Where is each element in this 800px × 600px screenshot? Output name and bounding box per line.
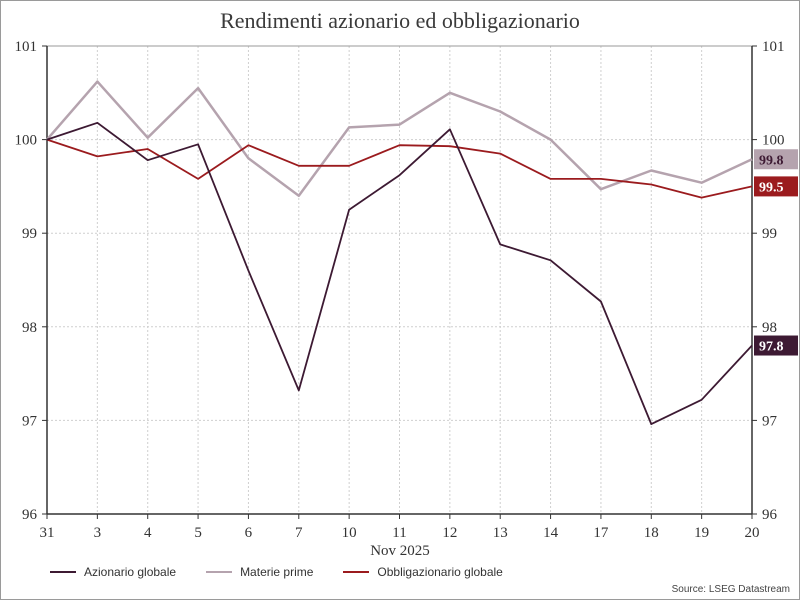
legend-label: Materie prime: [240, 565, 314, 579]
y-tick-label-right: 98: [762, 320, 777, 336]
x-tick-label: 11: [392, 525, 406, 541]
x-tick-label: 4: [144, 525, 152, 541]
x-tick-label: 31: [40, 525, 55, 541]
series-line-2: [46, 138, 753, 199]
x-tick-label: 7: [295, 525, 303, 541]
x-tick-label: 6: [245, 525, 253, 541]
x-tick-label: 12: [442, 525, 457, 541]
end-label-text: 99.5: [759, 180, 784, 195]
y-tick-label-right: 100: [762, 133, 785, 149]
y-tick-label-left: 98: [22, 320, 37, 336]
end-label-box: [754, 176, 798, 197]
y-tick-label-left: 99: [22, 226, 37, 242]
end-label-text: 97.8: [759, 340, 784, 355]
x-tick-label: 19: [694, 525, 709, 541]
end-label-box: [754, 335, 798, 356]
end-label-box: [754, 149, 798, 170]
x-tick-label: 17: [593, 525, 609, 541]
legend-item-obbligazionario: Obbligazionario globale: [343, 565, 503, 579]
legend-swatch: [206, 571, 233, 573]
legend: Azionario globale Materie prime Obbligaz…: [50, 565, 503, 579]
source-note: Source: LSEG Datastream: [671, 584, 790, 595]
x-tick-label: 20: [745, 525, 760, 541]
x-tick-label: 3: [94, 525, 102, 541]
x-tick-label: 13: [493, 525, 508, 541]
legend-label: Obbligazionario globale: [377, 565, 503, 579]
y-tick-label-left: 101: [15, 39, 38, 55]
y-tick-label-right: 101: [762, 39, 785, 55]
end-label-text: 99.8: [759, 153, 784, 168]
legend-item-azionario: Azionario globale: [50, 565, 176, 579]
x-tick-label: 18: [644, 525, 659, 541]
series-lines: [46, 80, 753, 426]
x-tick-label: 10: [342, 525, 357, 541]
y-tick-label-left: 100: [15, 133, 38, 149]
x-tick-label: 5: [194, 525, 202, 541]
y-tick-label-right: 97: [762, 413, 778, 429]
x-tick-label: 14: [543, 525, 559, 541]
end-labels: 97.8 99.8 99.5: [754, 149, 798, 356]
legend-swatch: [50, 571, 76, 573]
series-line-0: [46, 121, 753, 426]
legend-label: Azionario globale: [84, 565, 177, 579]
chart-title: Rendimenti azionario ed obbligazionario: [220, 8, 580, 33]
legend-swatch: [343, 571, 370, 573]
y-tick-label-left: 97: [22, 413, 38, 429]
grid: [47, 46, 752, 514]
series-line-1: [46, 80, 753, 198]
legend-item-materie-prime: Materie prime: [206, 565, 313, 579]
x-axis-label: Nov 2025: [370, 543, 430, 559]
y-tick-label-left: 96: [22, 507, 38, 523]
y-tick-label-right: 99: [762, 226, 777, 242]
y-tick-label-right: 96: [762, 507, 778, 523]
